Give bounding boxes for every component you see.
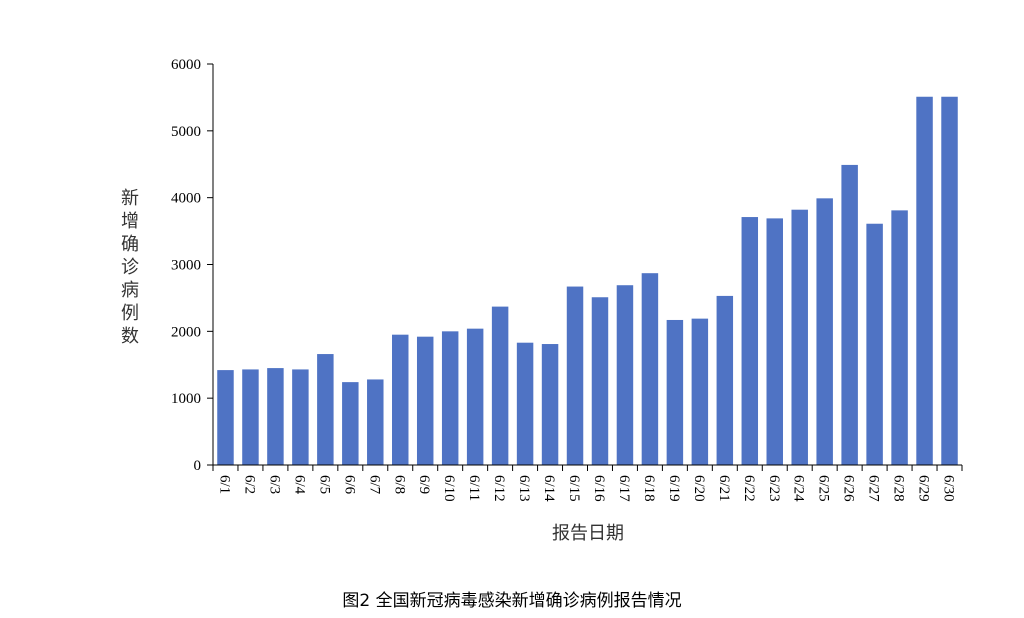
x-tick-label: 6/25 [816, 475, 832, 502]
bar [367, 379, 384, 465]
y-axis-title-char: 增 [121, 211, 139, 232]
x-tick-label: 6/2 [241, 475, 257, 494]
bar [516, 342, 534, 465]
bar [416, 336, 434, 465]
y-axis-title-char: 确 [121, 234, 139, 255]
y-axis-title-char: 诊 [121, 257, 139, 278]
y-tick-label: 4000 [171, 191, 201, 207]
bar [691, 318, 709, 465]
bar [791, 209, 808, 465]
bar [916, 96, 933, 465]
bar [591, 297, 609, 465]
x-tick-label: 6/28 [891, 475, 907, 502]
bar [566, 286, 584, 465]
y-axis-title-char: 例 [121, 303, 139, 324]
x-tick-label: 6/7 [366, 475, 382, 495]
bar [641, 273, 659, 465]
x-tick-label: 6/24 [791, 475, 807, 502]
x-tick-label: 6/30 [941, 475, 957, 502]
y-axis-title: 新增确诊病例数 [121, 188, 139, 347]
x-tick-label: 6/4 [291, 475, 307, 495]
x-tick-label: 6/3 [266, 475, 282, 494]
y-tick-label: 5000 [171, 124, 201, 140]
bar [841, 164, 858, 465]
x-tick-label: 6/13 [516, 475, 532, 502]
y-axis-title-char: 数 [121, 326, 139, 347]
bar [741, 217, 759, 465]
bar [766, 218, 783, 465]
y-tick-label: 3000 [171, 258, 201, 274]
bar [866, 223, 883, 465]
bar [242, 369, 259, 465]
x-tick-label: 6/19 [666, 475, 682, 502]
bar [441, 331, 459, 465]
x-tick-label: 6/9 [416, 475, 432, 494]
bar [716, 295, 734, 465]
x-tick-label: 6/26 [841, 475, 857, 502]
bar [392, 334, 409, 465]
bar [541, 344, 559, 465]
bar [292, 369, 309, 465]
bar [666, 319, 684, 465]
y-axis-title-char: 新 [121, 188, 139, 209]
x-tick-label: 6/11 [466, 475, 482, 501]
y-axis-title-char: 病 [121, 280, 139, 301]
bars [217, 96, 958, 465]
x-tick-label: 6/14 [541, 475, 557, 502]
x-tick-label: 6/12 [491, 475, 507, 502]
x-tick-label: 6/29 [916, 475, 932, 502]
bar [317, 354, 334, 465]
y-tick-label: 0 [194, 458, 202, 474]
bar [616, 285, 634, 465]
x-tick-label: 6/21 [716, 475, 732, 502]
bar [491, 306, 509, 465]
bar [342, 382, 359, 465]
bar [891, 210, 908, 465]
x-tick-label: 6/17 [616, 475, 632, 502]
bar [816, 198, 833, 465]
y-tick-label: 6000 [171, 57, 201, 73]
x-tick-label: 6/23 [766, 475, 782, 502]
x-tick-label: 6/10 [441, 475, 457, 502]
x-tick-label: 6/8 [391, 475, 407, 494]
x-tick-label: 6/18 [641, 475, 657, 502]
x-axis-title: 报告日期 [552, 523, 624, 544]
x-axis: 6/1 6/2 6/3 6/4 6/5 6/6 6/7 6/8 6/9 6/10 6/11 6/12 6… [212, 464, 963, 502]
bar [217, 370, 234, 465]
x-tick-label: 6/15 [566, 475, 582, 502]
x-tick-label: 6/16 [591, 475, 607, 502]
y-tick-label: 1000 [171, 391, 201, 407]
x-tick-label: 6/20 [691, 475, 707, 502]
bar [941, 96, 958, 465]
bar [466, 328, 484, 465]
x-tick-label: 6/5 [316, 475, 332, 494]
x-tick-label: 6/1 [216, 475, 232, 494]
figure-caption: 图2 全国新冠病毒感染新增确诊病例报告情况 [342, 591, 682, 611]
y-tick-label: 2000 [171, 324, 201, 340]
bar [267, 368, 284, 465]
y-axis: 0 1000 2000 3000 4000 5000 6000 [171, 57, 214, 474]
x-tick-label: 6/6 [341, 475, 357, 495]
x-tick-label: 6/27 [866, 475, 882, 502]
x-tick-label: 6/22 [741, 475, 757, 502]
